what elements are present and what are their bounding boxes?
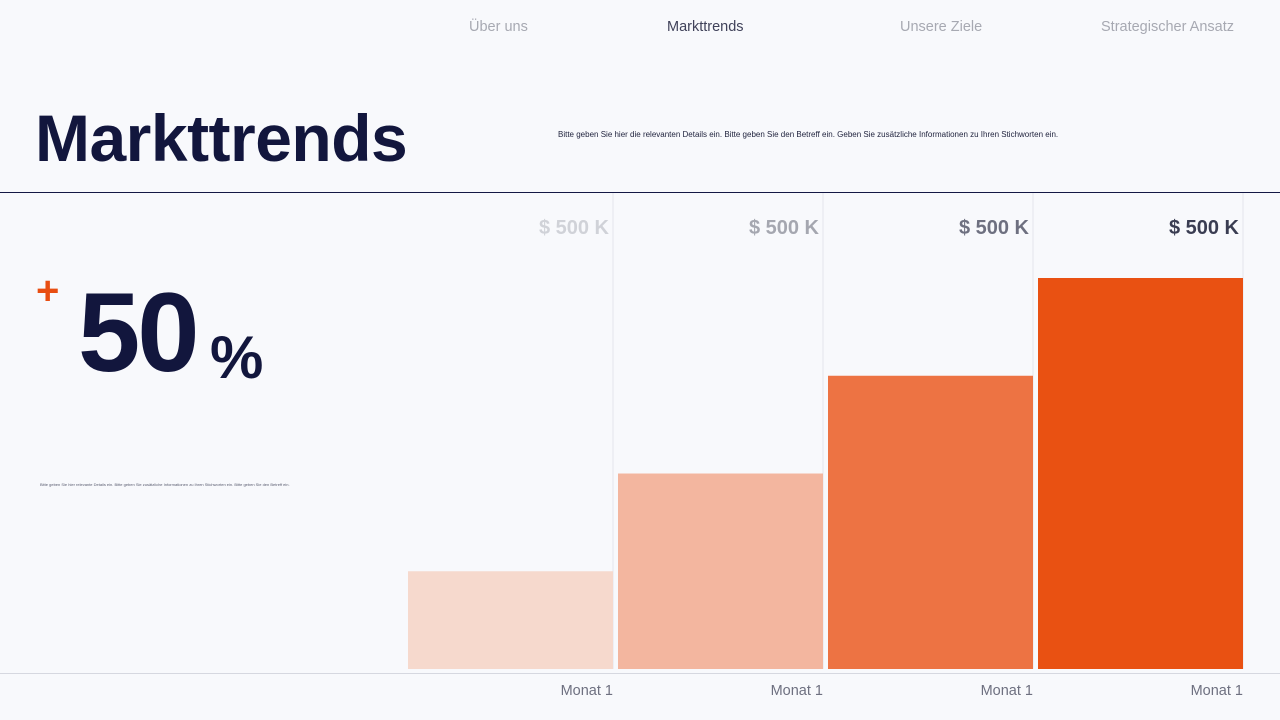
page-title: Markttrends (35, 101, 408, 175)
nav-item-unsere-ziele[interactable]: Unsere Ziele (900, 19, 983, 35)
bar-3 (828, 375, 1033, 669)
value-label-1: $ 500 K (539, 217, 610, 239)
header-divider (0, 192, 1280, 193)
value-label-3: $ 500 K (959, 217, 1030, 239)
stat-unit: % (210, 324, 264, 391)
nav-item-ueber-uns[interactable]: Über uns (469, 19, 528, 35)
baseline-divider (0, 673, 1280, 674)
value-label-4: $ 500 K (1169, 217, 1240, 239)
bar-4 (1038, 278, 1243, 669)
intro-text: Bitte geben Sie hier die relevanten Deta… (558, 130, 1059, 139)
category-label-1: Monat 1 (561, 683, 613, 699)
stat-description: Bitte geben Sie hier relevante Details e… (40, 482, 290, 487)
category-label-4: Monat 1 (1191, 683, 1243, 699)
plus-sign: + (36, 269, 60, 313)
value-label-2: $ 500 K (749, 217, 820, 239)
bar-1 (408, 571, 613, 669)
nav-item-markttrends[interactable]: Markttrends (667, 19, 744, 35)
category-label-3: Monat 1 (981, 683, 1033, 699)
nav-item-strategischer-ansatz[interactable]: Strategischer Ansatz (1101, 19, 1234, 35)
stat-number: 50 (78, 270, 200, 395)
category-label-2: Monat 1 (771, 683, 823, 699)
bar-2 (618, 473, 823, 669)
